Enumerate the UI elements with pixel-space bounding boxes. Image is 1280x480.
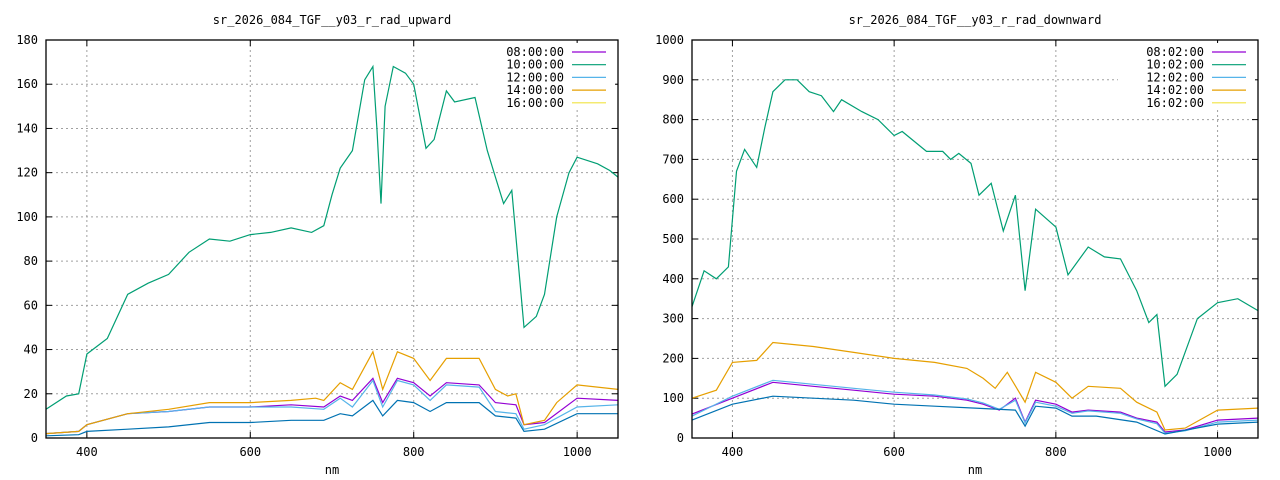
- series-line-120200: [691, 379, 1259, 434]
- legend-label: 16:00:00: [506, 96, 564, 110]
- y-tick-label: 100: [662, 391, 684, 405]
- y-tick-label: 0: [677, 431, 684, 445]
- x-tick-label: 800: [403, 445, 425, 459]
- legend-label: 08:00:00: [506, 45, 564, 59]
- plot-border: [45, 39, 619, 439]
- y-tick-label: 900: [662, 73, 684, 87]
- x-tick-label: 800: [1045, 445, 1067, 459]
- x-axis-label: nm: [325, 463, 339, 477]
- x-tick-label: 600: [239, 445, 261, 459]
- x-tick-label: 400: [722, 445, 744, 459]
- y-tick-label: 140: [16, 121, 38, 135]
- y-tick-label: 120: [16, 166, 38, 180]
- legend-label: 16:02:00: [1146, 96, 1204, 110]
- x-axis-label: nm: [968, 463, 982, 477]
- series-line-140000: [45, 399, 618, 437]
- legend-label: 08:02:00: [1146, 45, 1204, 59]
- y-tick-label: 0: [31, 431, 38, 445]
- legend-label: 12:02:00: [1146, 70, 1204, 84]
- legend-label: 14:00:00: [506, 83, 564, 97]
- legend-label: 10:02:00: [1146, 58, 1204, 72]
- series-line-160200: [691, 341, 1259, 431]
- legend-label: 14:02:00: [1146, 83, 1204, 97]
- y-tick-label: 400: [662, 272, 684, 286]
- chart-title: sr_2026_084_TGF__y03_r_rad_downward: [849, 13, 1102, 27]
- legend-background: [1118, 43, 1255, 109]
- x-tick-label: 600: [883, 445, 905, 459]
- series-line-080000: [45, 377, 619, 435]
- plot-border: [691, 39, 1259, 439]
- x-tick-label: 1000: [1203, 445, 1232, 459]
- y-tick-label: 100: [16, 210, 38, 224]
- y-tick-label: 600: [662, 192, 684, 206]
- chart-panel-1: 0 100 200 300 400 500 600 700 800 900 1000 400 600 80…: [655, 13, 1259, 477]
- y-tick-label: 80: [24, 254, 38, 268]
- series-line-160000: [45, 350, 619, 435]
- chart-panel-0: 0 20 40 60 80 100 120 140 160 180 400 600 800 1000 sr_…: [16, 13, 619, 477]
- x-tick-label: 400: [76, 445, 98, 459]
- chart-title: sr_2026_084_TGF__y03_r_rad_upward: [213, 13, 451, 27]
- y-tick-label: 200: [662, 351, 684, 365]
- y-tick-label: 1000: [655, 33, 684, 47]
- series-line-100200: [691, 79, 1259, 388]
- legend-background: [478, 43, 615, 109]
- y-tick-label: 500: [662, 232, 684, 246]
- legend-label: 12:00:00: [506, 70, 564, 84]
- y-tick-label: 160: [16, 77, 38, 91]
- series-line-100000: [45, 64, 619, 410]
- y-tick-label: 180: [16, 33, 38, 47]
- y-tick-label: 800: [662, 113, 684, 127]
- x-tick-label: 1000: [563, 445, 592, 459]
- series-line-140200: [691, 395, 1259, 435]
- series-line-080200: [691, 381, 1259, 433]
- y-tick-label: 60: [24, 298, 38, 312]
- series-line-120000: [45, 379, 619, 435]
- y-tick-label: 700: [662, 152, 684, 166]
- y-tick-label: 300: [662, 312, 684, 326]
- legend-label: 10:00:00: [506, 58, 564, 72]
- y-tick-label: 40: [24, 343, 38, 357]
- y-tick-label: 20: [24, 387, 38, 401]
